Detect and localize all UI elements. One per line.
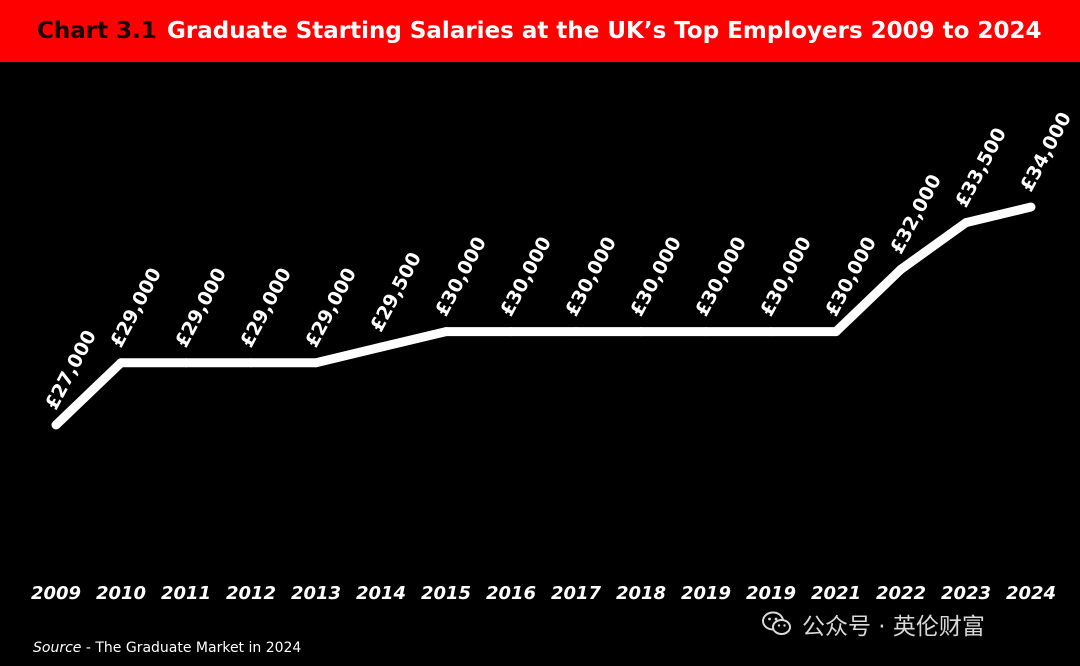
data-label: £30,000 <box>561 233 621 320</box>
data-label: £34,000 <box>1016 109 1076 196</box>
data-point <box>116 358 126 368</box>
data-point <box>246 358 256 368</box>
x-tick-label: 2022 <box>876 583 926 602</box>
x-tick-label: 2016 <box>486 583 536 602</box>
data-label: £30,000 <box>626 233 686 320</box>
data-label: £29,000 <box>236 264 296 351</box>
data-label: £33,500 <box>951 124 1011 211</box>
wechat-icon <box>762 611 791 635</box>
source-note: Source - The Graduate Market in 2024 <box>33 640 301 656</box>
data-label: £30,000 <box>691 233 751 320</box>
salary-line-chart: £27,000£29,000 £29,000 £29,000 £29,000 £29,5… <box>31 109 1076 602</box>
data-label: £30,000 <box>756 233 816 320</box>
x-tick-label: 2012 <box>226 583 276 602</box>
x-tick-label: 2018 <box>616 583 666 602</box>
data-point <box>701 327 711 337</box>
chart-header: Chart 3.1 Graduate Starting Salaries at … <box>0 0 1080 62</box>
data-label-group: £27,000£29,000 £29,000 £29,000 £29,000 £29,5… <box>41 109 1076 414</box>
x-tick-label: 2017 <box>551 583 602 602</box>
data-point <box>961 218 971 228</box>
data-label: £29,000 <box>171 264 231 351</box>
x-tick-label: 2023 <box>941 583 991 602</box>
data-point <box>51 420 61 430</box>
x-tick-label: 2021 <box>811 583 861 602</box>
data-point <box>1026 202 1036 212</box>
x-tick-label: 2019 <box>746 583 796 602</box>
data-label: £30,000 <box>821 233 881 320</box>
data-point <box>181 358 191 368</box>
data-point <box>506 327 516 337</box>
chart-number: Chart 3.1 <box>37 18 157 44</box>
data-point <box>376 342 386 352</box>
x-tick-label: 2013 <box>291 583 341 602</box>
watermark-text: 公众号 · 英伦财富 <box>802 614 985 640</box>
data-point <box>571 327 581 337</box>
series-line-group <box>51 202 1036 430</box>
salary-series-line <box>52 202 1033 429</box>
x-tick-label: 2009 <box>31 583 81 602</box>
x-tick-label: 2011 <box>161 583 211 602</box>
x-tick-label: 2019 <box>681 583 731 602</box>
data-label: £29,500 <box>366 249 426 336</box>
data-point <box>831 327 841 337</box>
data-label: £30,000 <box>431 233 491 320</box>
x-tick-label-group: 2009 2010 2011 2012 2013 2014 2015 2016 2017 2018… <box>31 583 1056 602</box>
chart-title: Graduate Starting Salaries at the UK’s T… <box>167 18 1042 44</box>
source-text: - The Graduate Market in 2024 <box>81 640 302 656</box>
data-point <box>311 358 321 368</box>
data-label: £29,000 <box>301 264 361 351</box>
x-tick-label: 2014 <box>356 583 406 602</box>
x-tick-label: 2010 <box>96 583 146 602</box>
data-label: £29,000 <box>106 264 166 351</box>
data-label: £30,000 <box>496 233 556 320</box>
x-tick-label: 2024 <box>1006 583 1056 602</box>
data-label: £27,000 <box>41 327 101 414</box>
source-label: Source <box>33 640 82 656</box>
watermark: 公众号 · 英伦财富 <box>762 606 985 642</box>
data-point <box>441 327 451 337</box>
data-point <box>766 327 776 337</box>
x-tick-label: 2015 <box>421 583 471 602</box>
data-point <box>636 327 646 337</box>
data-point <box>896 264 906 274</box>
